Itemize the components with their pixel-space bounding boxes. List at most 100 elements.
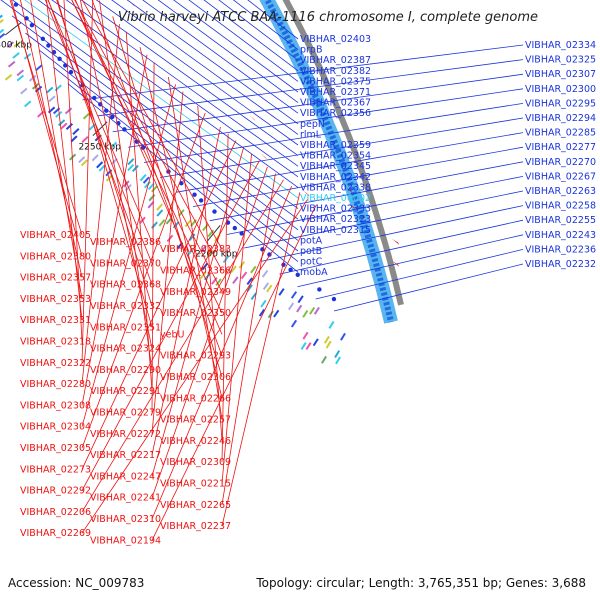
forward-gene-label: rlmL [300, 129, 322, 140]
forward-gene-label: VIBHAR_02263 [525, 186, 596, 197]
reverse-gene-label: VIBHAR_02322 [20, 358, 91, 369]
gene-block [215, 278, 222, 286]
reverse-gene-arrow [352, 159, 360, 166]
gene-block [13, 40, 22, 48]
reverse-leader-line [81, 160, 260, 491]
gene-block [16, 69, 25, 77]
reverse-leader-line [30, 0, 83, 299]
gene-block [0, 28, 5, 34]
gene-block [139, 173, 147, 182]
reverse-gene-label: VIBHAR_02318 [20, 337, 91, 348]
reverse-gene-label: VIBHAR_02291 [90, 386, 161, 397]
reverse-gene-label: VIBHAR_02194 [90, 535, 161, 546]
gene-block [335, 356, 341, 365]
reverse-gene-label: VIBHAR_02292 [20, 486, 91, 497]
forward-gene-label: VIBHAR_02333 [300, 204, 371, 215]
gene-block [258, 308, 266, 317]
gene-block [12, 52, 20, 59]
gene-block [273, 309, 280, 318]
forward-gene-label: VIBHAR_02367 [300, 98, 371, 109]
map-title: Vibrio harveyi ATCC BAA-1116 chromosome … [117, 10, 538, 25]
gene-block [122, 180, 130, 188]
gene-block [82, 112, 91, 120]
reverse-gene-label: VIBHAR_02273 [20, 464, 91, 475]
reverse-gene-label: VIBHAR_02217 [90, 450, 161, 461]
reverse-gene-label: VIBHAR_02246 [160, 436, 231, 447]
forward-leader-line [209, 161, 524, 222]
forward-gene-label: VIBHAR_02294 [525, 113, 596, 124]
gene-block [250, 292, 257, 301]
forward-gene-mark [68, 69, 74, 75]
reverse-gene-label: VIBHAR_02386 [90, 237, 161, 248]
reverse-leader-line [151, 166, 268, 498]
reverse-gene-label: VIBHAR_02290 [90, 365, 161, 376]
forward-gene-mark [295, 272, 300, 277]
reverse-leader-line [81, 54, 148, 406]
reverse-gene-label: VIBHAR_02351 [90, 322, 161, 333]
forward-gene-mark [110, 114, 115, 120]
gene-block [64, 107, 73, 115]
forward-gene-label: VIBHAR_02356 [300, 108, 371, 119]
forward-leader-line [11, 0, 299, 209]
reverse-gene-arrow [195, 13, 202, 21]
reverse-gene-label: VIBHAR_02332 [90, 301, 161, 312]
forward-gene-label: VIBHAR_00002 [300, 193, 371, 204]
reverse-leader-line [81, 179, 284, 513]
gene-block [4, 74, 13, 81]
gene-block [96, 161, 104, 169]
forward-gene-label: VIBHAR_02325 [525, 55, 596, 66]
gene-block [127, 163, 135, 172]
gene-block [278, 288, 285, 296]
gene-block [16, 74, 25, 82]
reverse-gene-arrow [348, 203, 356, 210]
gene-labels: VIBHAR_02403prpBVIBHAR_02387VIBHAR_02382… [20, 34, 596, 546]
forward-leader-line [218, 0, 299, 61]
kbp-ticks: 2450 kbp2400 kbp2350 kbp2300 kbp2250 kbp… [0, 22, 238, 259]
reverse-gene-arrow [346, 187, 353, 194]
reverse-gene-label: VIBHAR_02308 [20, 400, 91, 411]
reverse-gene-label: VIBHAR_02269 [20, 528, 91, 539]
gene-block [156, 203, 164, 211]
reverse-gene-label: VIBHAR_02310 [90, 514, 161, 525]
forward-leader-line [279, 219, 524, 275]
gene-block [328, 321, 335, 329]
reverse-leader-line [81, 112, 206, 449]
gene-block [202, 223, 209, 232]
reverse-gene-label: VIBHAR_02405 [20, 230, 91, 241]
forward-leader-line [112, 73, 524, 133]
reverse-leader-line [44, 0, 153, 264]
reverse-leader-line [221, 133, 229, 463]
gene-block [250, 265, 257, 274]
reverse-leader-line [151, 126, 221, 456]
forward-gene-mark [288, 267, 293, 272]
gene-block [201, 262, 209, 271]
gene-block [7, 60, 16, 68]
forward-gene-label: VIBHAR_02334 [525, 40, 596, 51]
forward-gene-label: pepN [300, 119, 325, 130]
forward-gene-label: VIBHAR_02403 [300, 34, 371, 45]
forward-gene-label: VIBHAR_02277 [525, 142, 596, 153]
forward-leader-line [95, 0, 299, 146]
reverse-gene-label: VIBHAR_02265 [160, 500, 231, 511]
forward-leader-line [11, 15, 299, 231]
forward-leader-line [226, 176, 524, 235]
forward-leader-line [37, 0, 299, 188]
reverse-gene-label: VIBHAR_02257 [160, 415, 231, 426]
forward-gene-label: VIBHAR_02354 [300, 151, 371, 162]
gene-block [207, 229, 215, 238]
forward-gene-label: mobA [300, 267, 328, 278]
forward-gene-mark [198, 198, 204, 203]
gene-block [200, 245, 207, 253]
gene-block [151, 185, 158, 193]
gene-block [267, 310, 274, 319]
forward-leader-line [126, 0, 299, 125]
gene-block [262, 282, 270, 291]
reverse-gene-label: VIBHAR_02293 [160, 351, 231, 362]
gene-block [0, 18, 4, 24]
label-leader-lines [0, 0, 524, 541]
gene-block [72, 128, 80, 135]
reverse-leader-line [74, 0, 223, 271]
reverse-leader-line [71, 0, 223, 314]
reverse-leader-line [151, 147, 245, 477]
kbp-tick-line [92, 121, 108, 137]
